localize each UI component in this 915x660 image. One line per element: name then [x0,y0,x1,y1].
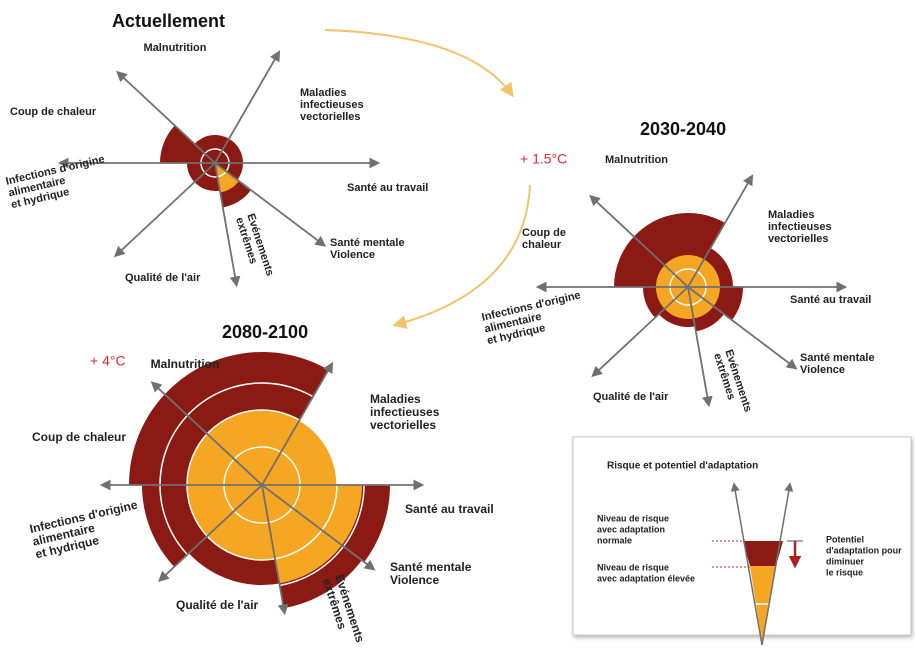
panel-title: 2080-2100 [222,322,308,342]
cone-edge [761,482,794,646]
risk-wedge [187,485,262,537]
axis-arrow [214,162,327,247]
axis-label: Maladies [300,87,346,99]
axis-label: Santé au travail [790,294,871,306]
axis-label: vectorielles [300,111,361,123]
risk-wedge [262,485,342,584]
axis-label: Qualité de l'air [125,272,201,284]
axis-arrow [261,484,376,571]
axis-label: Maladies [370,392,421,406]
time-arrow [392,184,531,329]
axis-label: Santé au travail [405,502,494,516]
axis-arrow [113,162,216,258]
risk-wedge [688,287,714,319]
axis-label: Coup de chaleur [10,106,97,118]
risk-wedge [262,485,362,546]
risk-wedge [215,163,239,193]
legend-label: le risque [826,567,863,577]
legend: Risque et potentiel d'adaptation Niveau … [572,436,912,646]
axis-label: Violence [390,573,439,587]
legend-label: Niveau de risque [597,513,669,523]
axis-label: Violence [330,249,375,261]
axis-arrow [261,361,334,486]
axis-arrow [591,286,689,378]
risk-wedge [215,138,243,163]
risk-wedge [656,265,688,287]
axis-arrow [687,286,798,370]
axis-label: Santé mentale [800,352,875,364]
panel-title: Actuellement [112,11,225,31]
axis-label: infectieuses [370,405,440,419]
axis-label: Maladies [768,209,814,221]
axis-label: Santé mentale [330,237,405,249]
ember-panel: 2080-2100 + 4°C Malnutrition Maladiesinfect… [28,322,493,645]
legend-label: Niveau de risque [597,562,669,572]
risk-wedge [187,433,262,485]
axis-arrow [214,50,281,164]
legend-label: diminuer [826,556,865,566]
risk-wedge [633,213,725,287]
time-arrow [324,29,514,98]
legend-box [572,436,912,636]
cone-red [743,541,783,566]
axis-label: vectorielles [370,418,436,432]
axis-label: Coup de [522,227,566,239]
risk-wedge [664,255,704,287]
axis-label: Santé mentale [390,560,472,574]
ember-panel: 2030-2040 + 1.5°C Malnutrition Maladiesinfe… [481,119,875,414]
panels: ActuellementMalnutritionMaladiesinfectie… [5,11,875,645]
axis-label: chaleur [522,239,562,251]
axis-arrow [214,162,241,288]
axis-arrow [687,174,754,288]
risk-wedge [160,125,215,163]
legend-label: avec adaptation [597,524,665,534]
risk-wedge [207,485,276,560]
warming-label: + 4°C [90,353,126,369]
axis-label: Qualité de l'air [176,598,259,612]
axis-arrow [687,286,713,408]
axis-label: Coup de chaleur [32,430,126,444]
axis-arrow [261,484,289,616]
legend-label: Potentiel [826,534,864,544]
axis-label: Santé au travail [347,182,428,194]
axis-label: vectorielles [768,233,829,245]
panel-title: 2030-2040 [640,119,726,139]
axis-label: Malnutrition [605,154,668,166]
axis-arrow [589,194,689,288]
axis-label: Malnutrition [151,357,220,371]
risk-wedge [688,259,720,287]
axis-label: infectieuses [768,221,832,233]
axis-label: Malnutrition [144,42,207,54]
risk-wedge [194,163,220,191]
warming-label: + 1.5°C [520,151,567,167]
cone-edge [730,482,763,646]
axis-arrow [116,70,216,164]
axis-label: infectieuses [300,99,364,111]
legend-title: Risque et potentiel d'adaptation [607,461,758,472]
legend-label: avec adaptation élevée [597,573,695,583]
legend-label: normale [597,535,632,545]
risk-wedge [187,163,215,183]
axis-arrow [150,381,263,486]
risk-wedge [656,287,688,309]
ember-panel: Actuellement Malnutrition Maladiesinfectie… [5,11,428,288]
axis-arrow [158,484,263,582]
legend-label: d'adaptation pour [826,545,902,555]
axis-label: Violence [800,364,845,376]
axis-label: Qualité de l'air [593,391,669,403]
